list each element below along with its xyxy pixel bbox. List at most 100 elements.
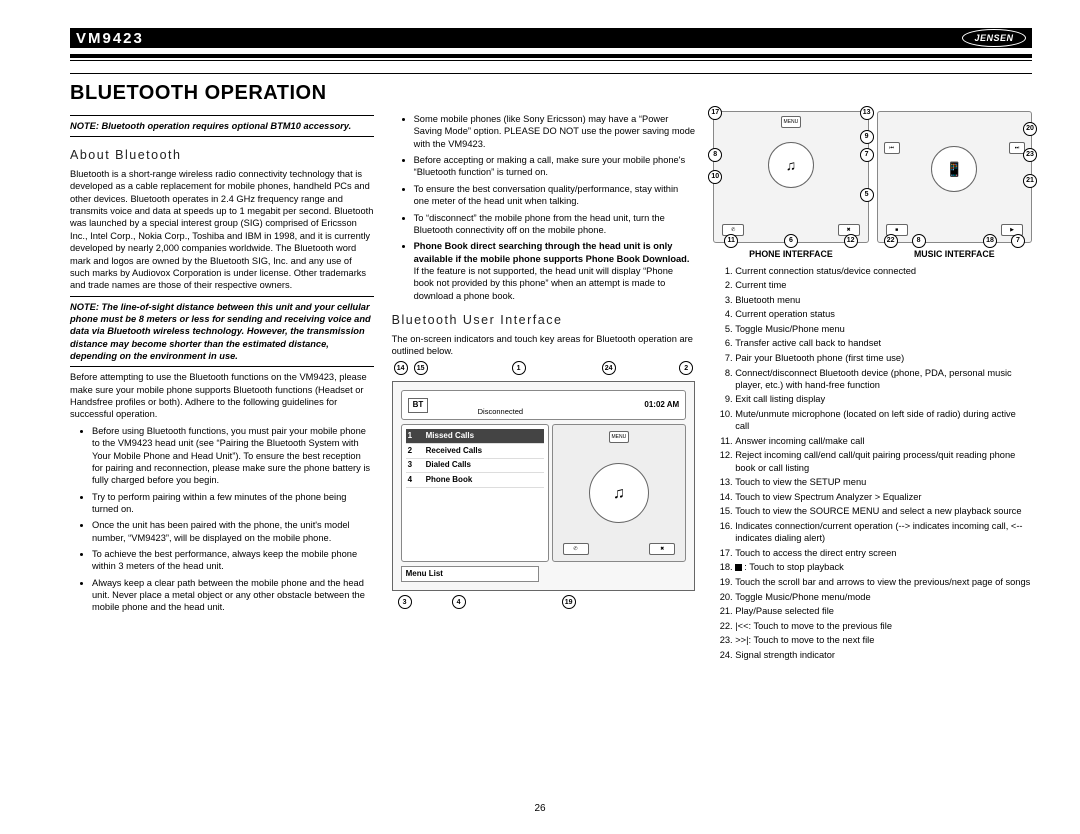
callout-23: 23 (1023, 148, 1037, 162)
callout-8b: 8 (912, 234, 926, 248)
list-item: Exit call listing display (735, 393, 1032, 405)
list-item: Always keep a clear path between the mob… (92, 577, 374, 614)
callout-22: 22 (884, 234, 898, 248)
list-item: >>|: Touch to move to the next file (735, 634, 1032, 646)
divider (70, 54, 1032, 58)
dial-panel: ♫ MENU ✆ ✖ (552, 424, 687, 562)
list-item: Touch to view the SETUP menu (735, 476, 1032, 488)
callout-24: 24 (602, 361, 616, 375)
interface-diagram: BT Disconnected 01:02 AM 1Missed Calls 2… (392, 381, 696, 591)
list-item: Touch to view Spectrum Analyzer > Equali… (735, 491, 1032, 503)
callout-3: 3 (398, 595, 412, 609)
phone-interface-panel: MENU ♫ ✆ ✖ 17 13 8 9 7 10 5 11 6 12 (713, 111, 868, 243)
heading-bt-user-interface: Bluetooth User Interface (392, 312, 696, 329)
note-accessory: NOTE: Bluetooth operation requires optio… (70, 120, 374, 132)
brand-logo: JENSEN (962, 29, 1026, 47)
divider (70, 73, 1032, 74)
menu-button: MENU (609, 431, 629, 443)
menu-panel: 1Missed Calls 2Received Calls 3Dialed Ca… (401, 424, 550, 562)
list-item: To “disconnect” the mobile phone from th… (414, 212, 696, 237)
legend-list: Current connection status/device connect… (713, 265, 1032, 661)
list-item: Mute/unmute microphone (located on left … (735, 408, 1032, 433)
para-about-bluetooth: Bluetooth is a short-range wireless radi… (70, 168, 374, 292)
callout-10: 10 (708, 170, 722, 184)
list-item: Reject incoming call/end call/quit pairi… (735, 449, 1032, 474)
header-bar: VM9423 JENSEN (70, 28, 1032, 48)
column-3: MENU ♫ ✆ ✖ 17 13 8 9 7 10 5 11 6 12 📱 (713, 111, 1032, 665)
music-note-icon: ♫ (589, 463, 649, 523)
text-span: : Touch to stop playback (744, 562, 844, 572)
page-title: BLUETOOTH OPERATION (70, 82, 1032, 105)
column-2: Some mobile phones (like Sony Ericsson) … (392, 111, 696, 665)
list-item: Bluetooth menu (735, 294, 1032, 306)
callout-6: 6 (784, 234, 798, 248)
list-item: Touch to access the direct entry screen (735, 547, 1032, 559)
list-item: |<<: Touch to move to the previous file (735, 620, 1032, 632)
callout-9: 9 (860, 130, 874, 144)
list-item: Once the unit has been paired with the p… (92, 519, 374, 544)
call-button: ✆ (563, 543, 589, 555)
disconnected-label: Disconnected (478, 407, 523, 417)
list-item: Touch the scroll bar and arrows to view … (735, 576, 1032, 588)
callout-19: 19 (562, 595, 576, 609)
stop-icon (735, 564, 742, 571)
list-item-18: : Touch to stop playback (735, 561, 1032, 573)
divider (70, 60, 1032, 61)
list-item: Connect/disconnect Bluetooth device (pho… (735, 367, 1032, 392)
callout-12: 12 (844, 234, 858, 248)
list-item: Toggle Music/Phone menu (735, 323, 1032, 335)
bt-badge: BT (408, 398, 429, 413)
guidelines-list-cont: Some mobile phones (like Sony Ericsson) … (392, 113, 696, 302)
list-item: Current operation status (735, 308, 1032, 320)
bold-span: Phone Book direct searching through the … (414, 241, 690, 263)
list-item-phone-book: Phone Book direct searching through the … (414, 240, 696, 302)
callout-4: 4 (452, 595, 466, 609)
note-distance: NOTE: The line-of-sight distance between… (70, 301, 374, 363)
callout-17: 17 (708, 106, 722, 120)
text-span: If the feature is not supported, the hea… (414, 266, 673, 301)
callout-1: 1 (512, 361, 526, 375)
list-item: Before using Bluetooth functions, you mu… (92, 425, 374, 487)
list-item: Try to perform pairing within a few minu… (92, 491, 374, 516)
heading-about-bluetooth: About Bluetooth (70, 147, 374, 164)
callout-7b: 7 (1011, 234, 1025, 248)
list-item: Pair your Bluetooth phone (first time us… (735, 352, 1032, 364)
prev-button: ⏮ (884, 142, 900, 154)
menu-list-label: Menu List (401, 566, 540, 583)
callout-20: 20 (1023, 122, 1037, 136)
music-note-icon: ♫ (768, 142, 814, 188)
list-item: Touch to view the SOURCE MENU and select… (735, 505, 1032, 517)
model-number: VM9423 (76, 30, 144, 47)
list-item: Before accepting or making a call, make … (414, 154, 696, 179)
music-interface-panel: 📱 ⏮ ⏭ ■ ▶ 20 23 21 22 8 18 7 (877, 111, 1032, 243)
end-button: ✖ (649, 543, 675, 555)
list-item: Indicates connection/current operation (… (735, 520, 1032, 545)
list-item: Play/Pause selected file (735, 605, 1032, 617)
music-interface-label: MUSIC INTERFACE (877, 249, 1032, 261)
page-number: 26 (0, 803, 1080, 814)
list-item: Answer incoming call/make call (735, 435, 1032, 447)
callout-18: 18 (983, 234, 997, 248)
para-before-attempting: Before attempting to use the Bluetooth f… (70, 371, 374, 420)
time-label: 01:02 AM (644, 400, 679, 411)
callout-15: 15 (414, 361, 428, 375)
list-item: Some mobile phones (like Sony Ericsson) … (414, 113, 696, 150)
list-item: Current time (735, 279, 1032, 291)
callout-2: 2 (679, 361, 693, 375)
list-item: Toggle Music/Phone menu/mode (735, 591, 1032, 603)
callout-21: 21 (1023, 174, 1037, 188)
callout-13: 13 (860, 106, 874, 120)
para-interface: The on-screen indicators and touch key a… (392, 333, 696, 358)
callout-11: 11 (724, 234, 738, 248)
callout-14: 14 (394, 361, 408, 375)
list-item: To ensure the best conversation quality/… (414, 183, 696, 208)
callout-8: 8 (708, 148, 722, 162)
list-item: Transfer active call back to handset (735, 337, 1032, 349)
callout-5: 5 (860, 188, 874, 202)
column-1: NOTE: Bluetooth operation requires optio… (70, 111, 374, 665)
callout-7: 7 (860, 148, 874, 162)
list-item: To achieve the best performance, always … (92, 548, 374, 573)
list-item: Signal strength indicator (735, 649, 1032, 661)
list-item: Current connection status/device connect… (735, 265, 1032, 277)
guidelines-list: Before using Bluetooth functions, you mu… (70, 425, 374, 614)
